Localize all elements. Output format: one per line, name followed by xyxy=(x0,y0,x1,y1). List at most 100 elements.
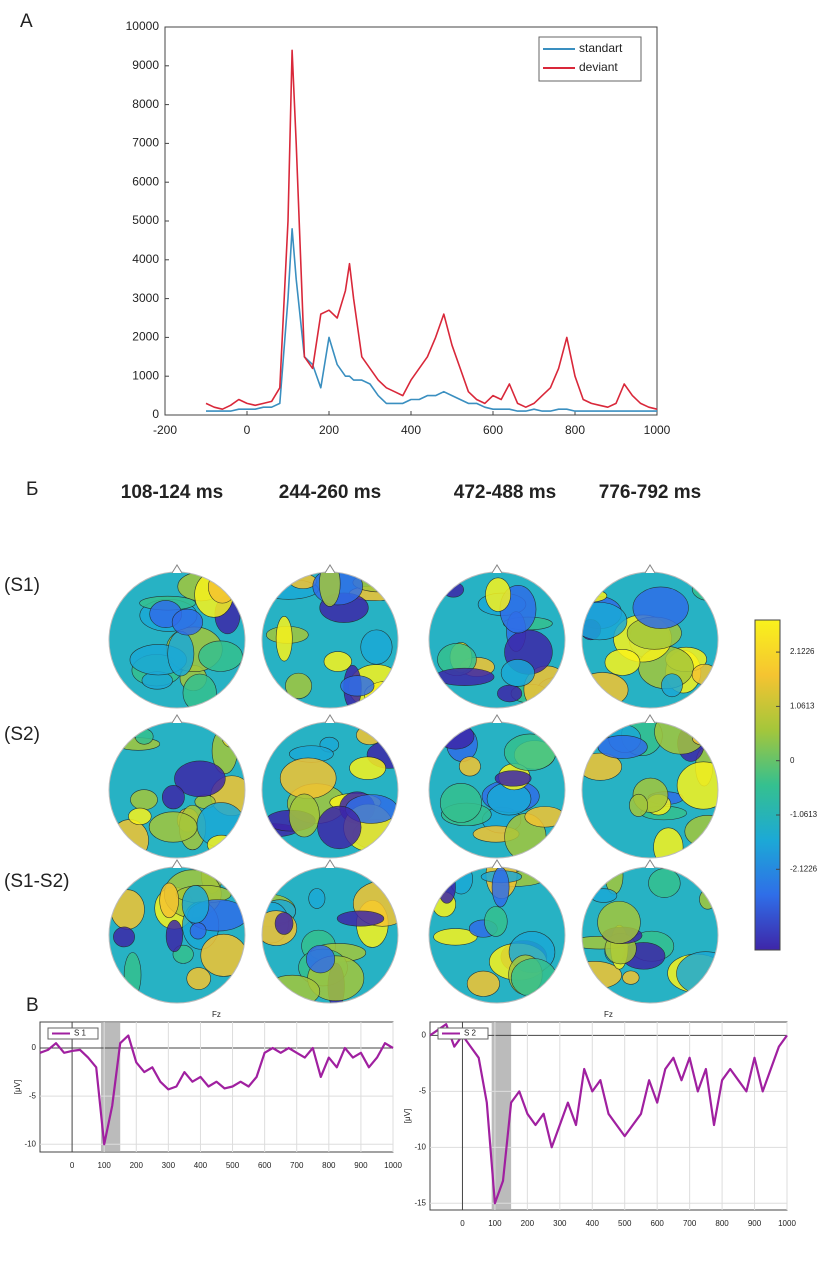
topomap-blob xyxy=(305,944,336,974)
topomap-blob xyxy=(288,793,320,838)
topomap-blob xyxy=(275,615,293,662)
x-tick-label: 500 xyxy=(618,1219,632,1228)
y-tick-label: 8000 xyxy=(132,97,159,111)
y-tick-label: 6000 xyxy=(132,174,159,188)
x-tick-label: 600 xyxy=(651,1219,665,1228)
topomap-blob xyxy=(340,675,375,697)
x-tick-label: 800 xyxy=(565,423,585,437)
y-tick-label: 5000 xyxy=(132,213,159,227)
topomap-blob xyxy=(622,970,640,985)
x-tick-label: 200 xyxy=(130,1161,144,1170)
x-tick-label: 700 xyxy=(683,1219,697,1228)
nose xyxy=(324,564,336,574)
nose xyxy=(644,714,656,724)
x-tick-label: 300 xyxy=(162,1161,176,1170)
colorbar-tick-label: -2.1226 xyxy=(790,864,818,873)
topomap-blob xyxy=(433,928,478,946)
topomap-blob xyxy=(458,756,481,777)
series-line xyxy=(205,49,658,410)
x-tick-label: 0 xyxy=(460,1219,465,1228)
row-label: (S2) xyxy=(4,724,40,745)
y-tick-label: 1000 xyxy=(132,368,159,382)
topomap-blob xyxy=(110,819,149,858)
series-line xyxy=(429,1023,788,1205)
nose xyxy=(171,859,183,869)
x-tick-label: 800 xyxy=(715,1219,729,1228)
topomap-blob xyxy=(676,761,718,810)
y-tick-label: 0 xyxy=(422,1031,427,1040)
topomap-blob xyxy=(130,789,158,811)
legend-label: standart xyxy=(579,41,623,55)
nose xyxy=(324,859,336,869)
topomap xyxy=(582,722,718,858)
topomap-blob xyxy=(161,785,185,810)
column-header: 244-260 ms xyxy=(279,482,381,503)
topomap-blob xyxy=(128,807,152,825)
chart-title: Fz xyxy=(212,1010,221,1019)
topomap xyxy=(429,867,565,1003)
row-label: (S1-S2) xyxy=(4,871,69,892)
topomap-blob xyxy=(604,648,641,676)
topomap-blob xyxy=(165,919,184,952)
topomap xyxy=(109,867,245,1003)
topomap-blob xyxy=(629,793,649,817)
legend-box xyxy=(437,1027,489,1040)
x-tick-label: 700 xyxy=(290,1161,304,1170)
nose xyxy=(491,564,503,574)
legend-box xyxy=(538,36,642,82)
legend-label: S 1 xyxy=(74,1029,87,1038)
topomap-blob xyxy=(360,629,393,665)
colorbar-tick-label: 1.0613 xyxy=(790,702,815,711)
y-tick-label: 4000 xyxy=(132,252,159,266)
chart-title: Fz xyxy=(604,1010,613,1019)
topomap-blob xyxy=(661,673,683,698)
topomap-blob xyxy=(497,684,523,703)
x-tick-label: 100 xyxy=(98,1161,112,1170)
topomap-blob xyxy=(208,572,237,604)
x-tick-label: 500 xyxy=(226,1161,240,1170)
panel-label: A xyxy=(20,11,33,32)
topomap-blob xyxy=(189,922,207,940)
x-tick-label: 200 xyxy=(319,423,339,437)
highlight-window xyxy=(100,1022,121,1152)
x-tick-label: 400 xyxy=(194,1161,208,1170)
topomap-blob xyxy=(349,756,387,780)
x-tick-label: 1000 xyxy=(384,1161,402,1170)
x-tick-label: 1000 xyxy=(644,423,671,437)
topomap-blob xyxy=(171,608,203,636)
topomap-blob xyxy=(466,970,500,997)
panel-label: Б xyxy=(26,479,38,500)
topomap-blob xyxy=(285,672,313,699)
topomap xyxy=(262,572,398,708)
x-tick-label: 100 xyxy=(488,1219,502,1228)
column-header: 108-124 ms xyxy=(121,482,223,503)
nose xyxy=(171,714,183,724)
topomap xyxy=(262,867,398,1003)
topomap-blob xyxy=(604,867,624,895)
colorbar-tick-label: -1.0613 xyxy=(790,810,818,819)
topomap-blob xyxy=(504,733,557,771)
y-tick-label: 2000 xyxy=(132,330,159,344)
highlight-window xyxy=(491,1022,512,1210)
topomap-blob xyxy=(317,805,362,850)
topomap-blob xyxy=(159,882,179,919)
y-axis-label: [μV] xyxy=(13,1080,22,1094)
topomap-blob xyxy=(494,770,532,787)
x-tick-label: 200 xyxy=(521,1219,535,1228)
topomap-blob xyxy=(134,728,154,745)
x-tick-label: 0 xyxy=(244,423,251,437)
topomap-blob xyxy=(167,631,195,677)
topomap-blob xyxy=(597,900,641,944)
topomap-blob xyxy=(654,722,708,755)
topomap-blob xyxy=(692,731,717,746)
topomap-blob xyxy=(500,659,535,687)
panel-label: B xyxy=(26,995,39,1016)
topomap-blob xyxy=(582,602,628,641)
topomap-blob xyxy=(582,752,623,781)
topomap-blob xyxy=(274,912,294,935)
topomap-blob xyxy=(684,814,718,848)
topomap-blob xyxy=(524,806,565,828)
series-line xyxy=(206,228,657,412)
x-tick-label: 1000 xyxy=(778,1219,796,1228)
topomap-blob xyxy=(198,640,243,672)
